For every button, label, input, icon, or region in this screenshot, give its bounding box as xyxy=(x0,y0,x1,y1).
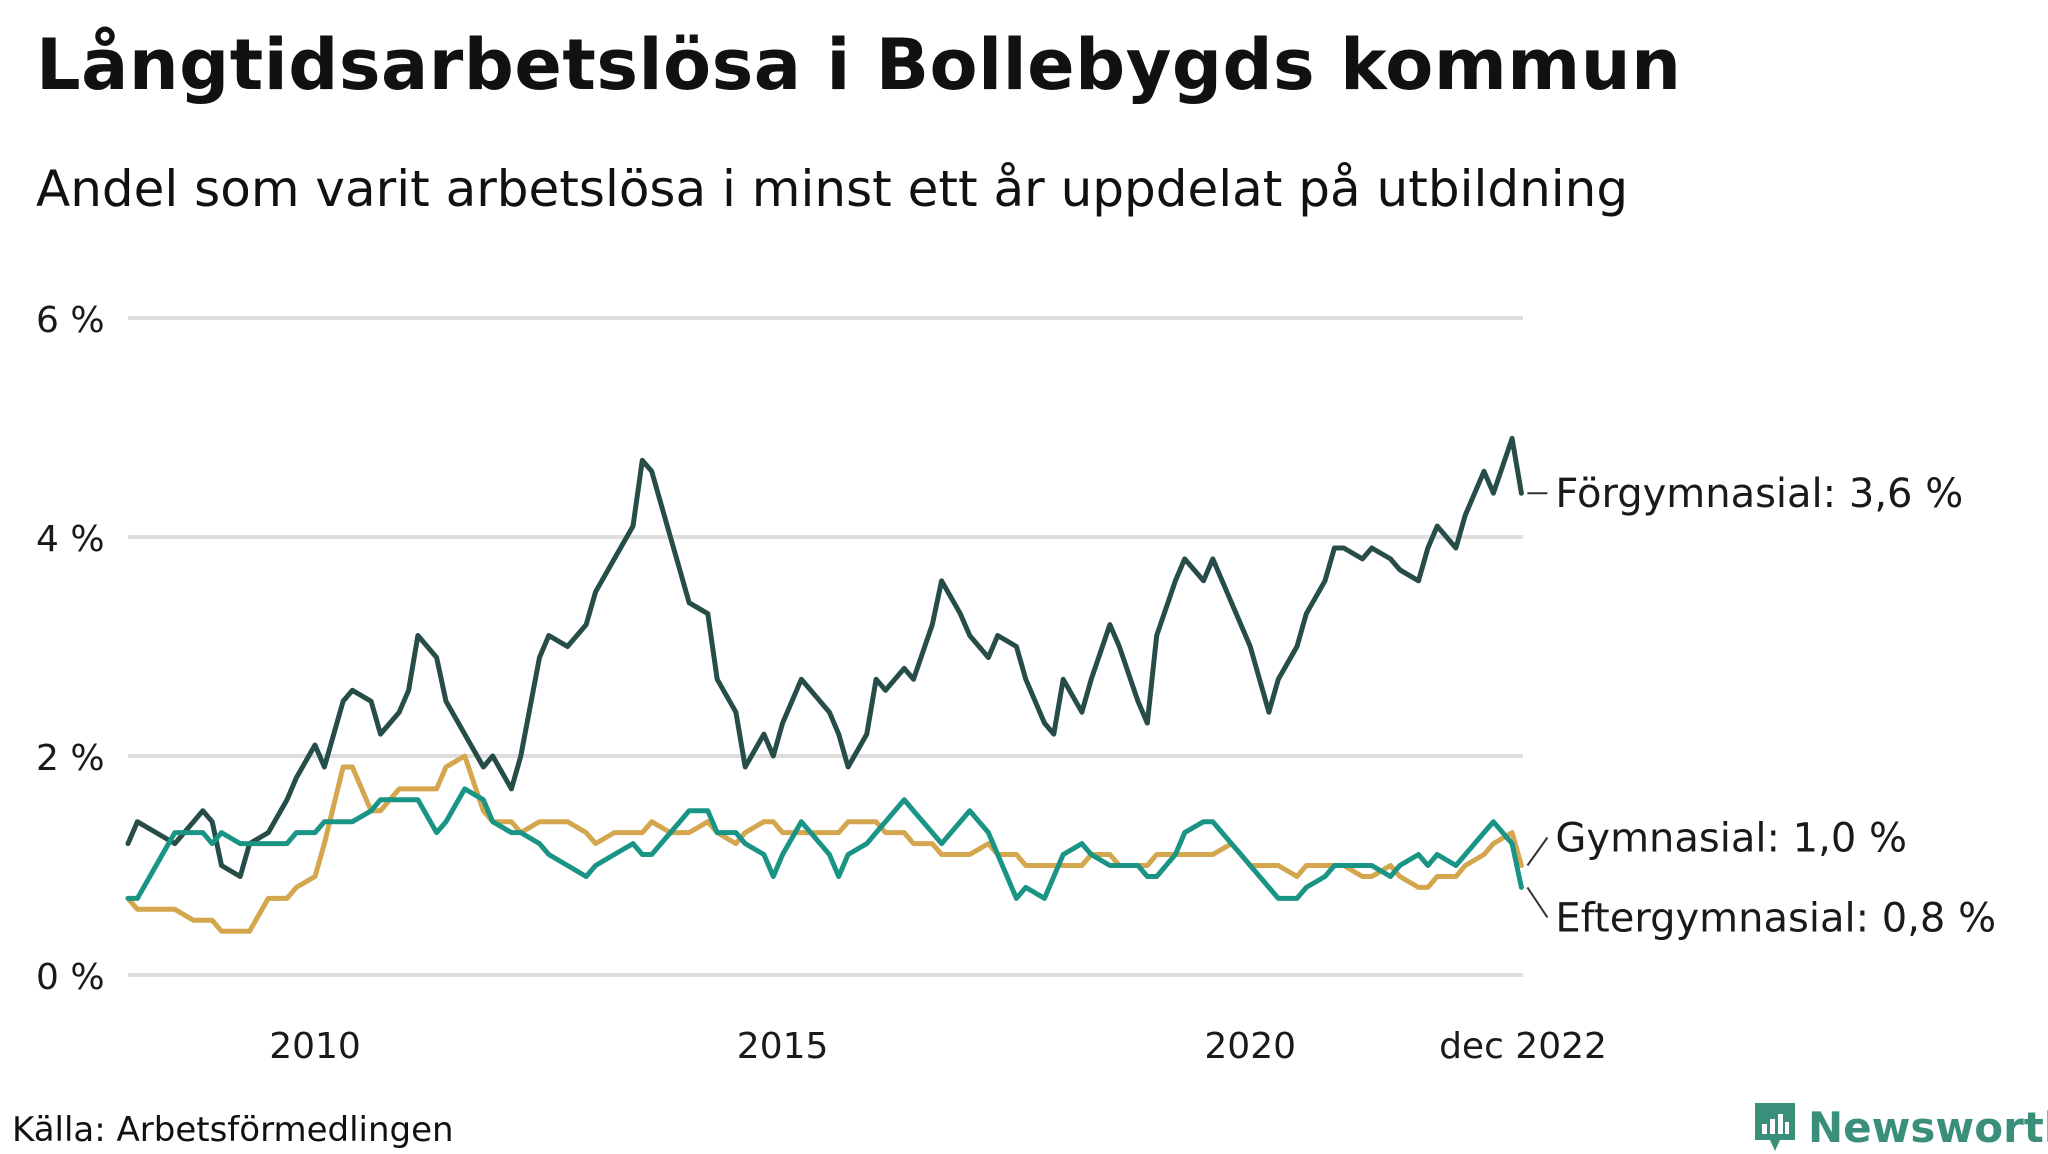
chart-title: Långtidsarbetslösa i Bollebygds kommun xyxy=(36,24,1682,106)
y-tick-label: 6 % xyxy=(36,300,105,341)
newsworthy-logo-icon xyxy=(1755,1103,1795,1151)
series-lines xyxy=(125,435,1524,934)
newsworthy-logo-text: Newsworthy xyxy=(1808,1102,2048,1152)
x-tick-label: 2015 xyxy=(737,1026,829,1067)
y-tick-label: 2 % xyxy=(36,738,105,779)
x-tick-label: 2020 xyxy=(1204,1026,1296,1067)
series-line-eftergymnasial xyxy=(125,786,1524,901)
label-leader xyxy=(1526,836,1549,867)
y-tick-label: 4 % xyxy=(36,519,105,560)
x-tick-label: dec 2022 xyxy=(1439,1026,1607,1067)
series-end-labels: Förgymnasial: 3,6 % Gymnasial: 1,0 % Efter… xyxy=(1526,471,1996,941)
x-tick-label: 2010 xyxy=(269,1026,361,1067)
series-line-gymnasial xyxy=(125,753,1524,934)
chart-subtitle: Andel som varit arbetslösa i minst ett å… xyxy=(36,160,1629,218)
y-tick-label: 0 % xyxy=(36,957,105,998)
x-axis-ticks: 2010 2015 2020 dec 2022 xyxy=(269,1026,1607,1067)
source-note: Källa: Arbetsförmedlingen xyxy=(12,1110,454,1150)
label-leader xyxy=(1526,886,1549,918)
newsworthy-logo: Newsworthy xyxy=(1752,1100,2048,1154)
gridlines xyxy=(128,316,1523,977)
series-end-label: Eftergymnasial: 0,8 % xyxy=(1555,895,1996,941)
series-line-förgymnasial xyxy=(125,435,1524,879)
series-end-label: Förgymnasial: 3,6 % xyxy=(1555,471,1963,517)
series-end-label: Gymnasial: 1,0 % xyxy=(1555,816,1907,862)
y-axis-ticks: 0 % 2 % 4 % 6 % xyxy=(36,300,105,998)
